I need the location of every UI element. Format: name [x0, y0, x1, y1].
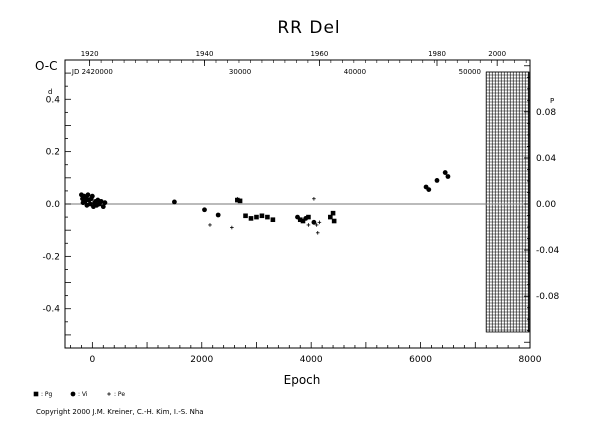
vi-point — [100, 204, 106, 210]
x-axis-label: Epoch — [284, 373, 321, 387]
vi-point — [311, 219, 317, 225]
vi-point — [202, 207, 207, 213]
y-left-tick-label: 0.0 — [46, 200, 61, 210]
pe-point — [235, 196, 240, 201]
jd-label: 40000 — [344, 68, 366, 76]
top-year-label: 1920 — [81, 50, 99, 58]
pe-point — [208, 223, 212, 227]
future-hatch-region — [485, 71, 530, 333]
top-year-label: 1940 — [196, 50, 214, 58]
right-axis-unit: P — [550, 97, 554, 105]
legend-marker — [33, 391, 39, 397]
pe-point — [306, 223, 311, 227]
data-points — [79, 170, 451, 235]
tick-labels: 0 2000 4000 6000 8000 0.4 0.2 0.0 -0.2 -0.4 0.08 0.… — [42, 50, 559, 365]
pg-point — [270, 217, 276, 223]
chart-title: RR Del — [277, 18, 340, 38]
jd-label: 50000 — [459, 68, 481, 76]
pe-point — [312, 196, 316, 201]
pg-point — [331, 218, 337, 224]
vi-point — [442, 170, 448, 175]
y-axis-label: O-C — [35, 59, 58, 73]
x-tick-label: 6000 — [409, 355, 432, 365]
x-tick-label: 2000 — [190, 355, 213, 365]
pg-point — [297, 217, 303, 223]
vi-point — [98, 198, 104, 204]
pg-point — [254, 214, 259, 220]
y-right-tick-label: 0.00 — [536, 200, 556, 210]
top-year-label: 1960 — [310, 50, 328, 58]
top-year-label: 2000 — [488, 50, 506, 58]
pg-point — [243, 213, 248, 219]
vi-point — [303, 216, 309, 221]
y-left-tick-label: 0.2 — [46, 148, 60, 158]
legend: : Pg : Vi : Pe — [33, 391, 125, 398]
y-right-tick-label: -0.08 — [536, 292, 560, 302]
legend-marker — [70, 391, 76, 397]
pg-point — [237, 198, 243, 204]
y-right-tick-label: 0.04 — [536, 154, 556, 164]
hatch-border — [485, 71, 530, 333]
left-axis-unit: d — [48, 88, 52, 96]
vi-point — [434, 178, 440, 183]
top-year-label: 1980 — [428, 50, 446, 58]
jd-label: 30000 — [229, 68, 251, 76]
axis-ticks — [65, 60, 531, 348]
y-axis-label-text: O-C — [35, 59, 58, 73]
legend-marker — [107, 392, 111, 396]
y-left-tick-label: -0.2 — [42, 252, 60, 262]
vi-point — [295, 214, 300, 220]
vi-point — [445, 174, 451, 179]
vi-point — [87, 201, 93, 207]
y-right-tick-label: 0.08 — [536, 108, 556, 118]
vi-point — [85, 192, 91, 198]
y-left-tick-label: 0.4 — [46, 95, 61, 105]
pg-point — [330, 210, 336, 216]
legend-label: : Pe — [114, 391, 125, 398]
vi-point — [102, 200, 108, 206]
vi-point — [426, 187, 432, 193]
vi-point — [172, 199, 177, 205]
pe-point — [317, 220, 322, 225]
copyright-text: Copyright 2000 J.M. Kreiner, C.-H. Kim, … — [36, 408, 204, 416]
x-tick-label: 8000 — [519, 355, 542, 365]
y-left-tick-label: -0.4 — [42, 305, 60, 315]
pg-point — [248, 216, 254, 221]
pg-point — [300, 218, 306, 224]
y-right-tick-label: -0.04 — [536, 246, 560, 256]
pe-point — [230, 225, 234, 230]
pg-point — [259, 213, 265, 219]
legend-label: : Vi — [78, 391, 88, 398]
x-tick-label: 4000 — [300, 355, 323, 365]
vi-point — [215, 212, 221, 218]
pe-point — [315, 231, 320, 235]
pe-point — [314, 223, 319, 227]
legend-label: : Pg — [41, 391, 53, 398]
pg-point — [265, 214, 270, 220]
jd-label: JD 2420000 — [71, 68, 113, 76]
pg-point — [328, 214, 333, 220]
vi-point — [82, 198, 88, 204]
pg-point — [306, 214, 311, 220]
x-tick-label: 0 — [89, 355, 95, 365]
vi-point — [89, 193, 95, 199]
